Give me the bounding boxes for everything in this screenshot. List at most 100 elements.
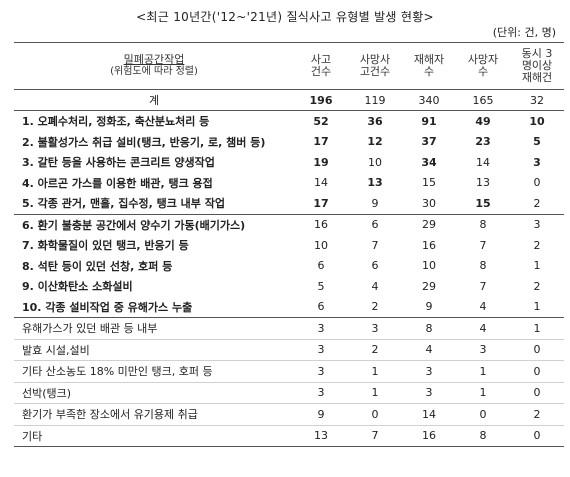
row-label: 9. 이산화탄소 소화설비 bbox=[22, 280, 133, 294]
cell-value: 13 bbox=[476, 176, 490, 190]
header-accidents-l2: 건수 bbox=[310, 65, 332, 78]
cell-value: 0 bbox=[510, 360, 564, 382]
header-fatal-accidents: 사망사 고건수 bbox=[348, 42, 402, 90]
row-label: 3. 갈탄 등을 사용하는 콘크리트 양생작업 bbox=[22, 156, 215, 170]
cell-value: 34 bbox=[421, 155, 437, 169]
cell-value: 1 bbox=[348, 381, 402, 404]
page-title: <최근 10년간('12~'21년) 질식사고 유형별 발생 현황> bbox=[136, 10, 434, 24]
header-multi-victim-l3: 재해건 bbox=[521, 71, 553, 84]
cell-value: 6 bbox=[317, 300, 325, 314]
accident-table: 밀폐공간작업 (위험도에 따라 정렬) 사고 건수 사망사 고건수 재해자 수 … bbox=[14, 42, 564, 447]
table-row: 유해가스가 있던 배관 등 내부 3 3 8 4 1 bbox=[14, 317, 564, 339]
cell-value: 3 bbox=[402, 381, 456, 404]
row-label: 선박(탱크) bbox=[14, 381, 294, 404]
cell-value: 3 bbox=[402, 360, 456, 382]
cell-value: 2 bbox=[533, 279, 541, 293]
cell-value: 2 bbox=[348, 338, 402, 361]
cell-value: 1 bbox=[510, 317, 564, 339]
cell-value: 17 bbox=[313, 196, 329, 210]
cell-value: 1 bbox=[533, 300, 541, 314]
cell-value: 10 bbox=[314, 238, 328, 252]
header-fatal-accidents-l2: 고건수 bbox=[359, 65, 391, 78]
row-label: 1. 오폐수처리, 정화조, 축산분뇨처리 등 bbox=[22, 115, 210, 129]
cell-value: 17 bbox=[313, 135, 329, 149]
cell-value: 14 bbox=[314, 176, 328, 190]
cell-value: 7 bbox=[479, 279, 487, 293]
header-multi-victim: 동시 3 명이상 재해건 bbox=[510, 42, 564, 90]
table-row: 6. 환기 불충분 공간에서 양수기 가동(배기가스) 16 6 29 8 3 bbox=[14, 213, 564, 235]
table-row: 9. 이산화탄소 소화설비 5 4 29 7 2 bbox=[14, 276, 564, 297]
cell-value: 29 bbox=[422, 279, 436, 293]
cell-value: 14 bbox=[402, 403, 456, 425]
cell-value: 16 bbox=[294, 213, 348, 235]
header-work: 밀폐공간작업 (위험도에 따라 정렬) bbox=[14, 42, 294, 90]
cell-value: 2 bbox=[533, 196, 541, 210]
cell-value: 49 bbox=[475, 114, 491, 128]
cell-value: 7 bbox=[479, 238, 487, 252]
header-multi-victim-l1: 동시 3 bbox=[521, 47, 553, 60]
cell-value: 4 bbox=[456, 317, 510, 339]
cell-value: 2 bbox=[371, 300, 379, 314]
cell-value: 1 bbox=[533, 259, 541, 273]
header-deaths: 사망자 수 bbox=[456, 42, 510, 90]
row-label: 4. 아르곤 가스를 이용한 배관, 탱크 용접 bbox=[22, 176, 213, 190]
cell-value: 4 bbox=[371, 279, 379, 293]
table-row: 환기가 부족한 장소에서 유기용제 취급 9 0 14 0 2 bbox=[14, 403, 564, 425]
cell-value: 3 bbox=[294, 338, 348, 361]
unit-label: (단위: 건, 명) bbox=[492, 26, 556, 39]
header-work-sub: (위험도에 따라 정렬) bbox=[110, 66, 198, 77]
cell-value: 6 bbox=[317, 259, 325, 273]
header-deaths-l1: 사망자 bbox=[467, 53, 499, 66]
table-row: 8. 석탄 등이 있던 선창, 호퍼 등 6 6 10 8 1 bbox=[14, 256, 564, 277]
header-victims-l1: 재해자 bbox=[413, 53, 445, 66]
cell-value: 4 bbox=[402, 338, 456, 361]
cell-value: 8 bbox=[456, 213, 510, 235]
cell-value: 12 bbox=[367, 135, 383, 149]
cell-value: 6 bbox=[371, 259, 379, 273]
cell-value: 23 bbox=[475, 135, 491, 149]
row-label: 유해가스가 있던 배관 등 내부 bbox=[14, 317, 294, 339]
cell-value: 9 bbox=[294, 403, 348, 425]
cell-value: 1 bbox=[456, 381, 510, 404]
table-row: 2. 불활성가스 취급 설비(탱크, 반응기, 로, 챔버 등) 17 12 37 23… bbox=[14, 132, 564, 153]
row-label: 7. 화학물질이 있던 탱크, 반응기 등 bbox=[22, 239, 189, 253]
header-deaths-l2: 수 bbox=[477, 65, 489, 78]
cell-value: 3 bbox=[294, 317, 348, 339]
cell-value: 19 bbox=[313, 155, 329, 169]
row-label: 기타 bbox=[14, 424, 294, 447]
cell-value: 1 bbox=[348, 360, 402, 382]
cell-value: 2 bbox=[533, 238, 541, 252]
cell-value: 9 bbox=[425, 300, 433, 314]
header-row: 밀폐공간작업 (위험도에 따라 정렬) 사고 건수 사망사 고건수 재해자 수 … bbox=[14, 42, 564, 90]
row-label: 계 bbox=[14, 89, 294, 111]
table-body: 계 196 119 340 165 32 1. 오폐수처리, 정화조, 축산분뇨처리 등 52… bbox=[14, 89, 564, 447]
cell-value: 10 bbox=[368, 155, 382, 169]
cell-value: 10 bbox=[422, 259, 436, 273]
cell-value: 5 bbox=[317, 279, 325, 293]
cell-value: 15 bbox=[422, 176, 436, 190]
table-row: 3. 갈탄 등을 사용하는 콘크리트 양생작업 19 10 34 14 3 bbox=[14, 152, 564, 173]
table-row: 10. 각종 설비작업 중 유해가스 누출 6 2 9 4 1 bbox=[14, 297, 564, 318]
cell-value: 9 bbox=[371, 196, 379, 210]
cell-value: 8 bbox=[479, 259, 487, 273]
cell-value: 165 bbox=[456, 89, 510, 111]
cell-value: 3 bbox=[294, 360, 348, 382]
table-row: 5. 각종 관거, 맨홀, 집수정, 탱크 내부 작업 17 9 30 15 2 bbox=[14, 193, 564, 214]
row-label: 기타 산소농도 18% 미만인 탱크, 호퍼 등 bbox=[14, 360, 294, 382]
cell-value: 8 bbox=[456, 424, 510, 447]
cell-value: 119 bbox=[348, 89, 402, 111]
cell-value: 29 bbox=[402, 213, 456, 235]
cell-value: 3 bbox=[510, 213, 564, 235]
cell-value: 3 bbox=[294, 381, 348, 404]
cell-value: 36 bbox=[367, 114, 383, 128]
cell-value: 13 bbox=[367, 176, 383, 190]
cell-value: 16 bbox=[402, 424, 456, 447]
row-label: 2. 불활성가스 취급 설비(탱크, 반응기, 로, 챔버 등) bbox=[22, 135, 266, 149]
cell-value: 0 bbox=[510, 424, 564, 447]
cell-value: 15 bbox=[475, 196, 491, 210]
row-label: 발효 시설,설비 bbox=[14, 338, 294, 361]
header-work-title: 밀폐공간작업 bbox=[123, 53, 185, 66]
table-row: 7. 화학물질이 있던 탱크, 반응기 등 10 7 16 7 2 bbox=[14, 235, 564, 256]
cell-value: 0 bbox=[456, 403, 510, 425]
